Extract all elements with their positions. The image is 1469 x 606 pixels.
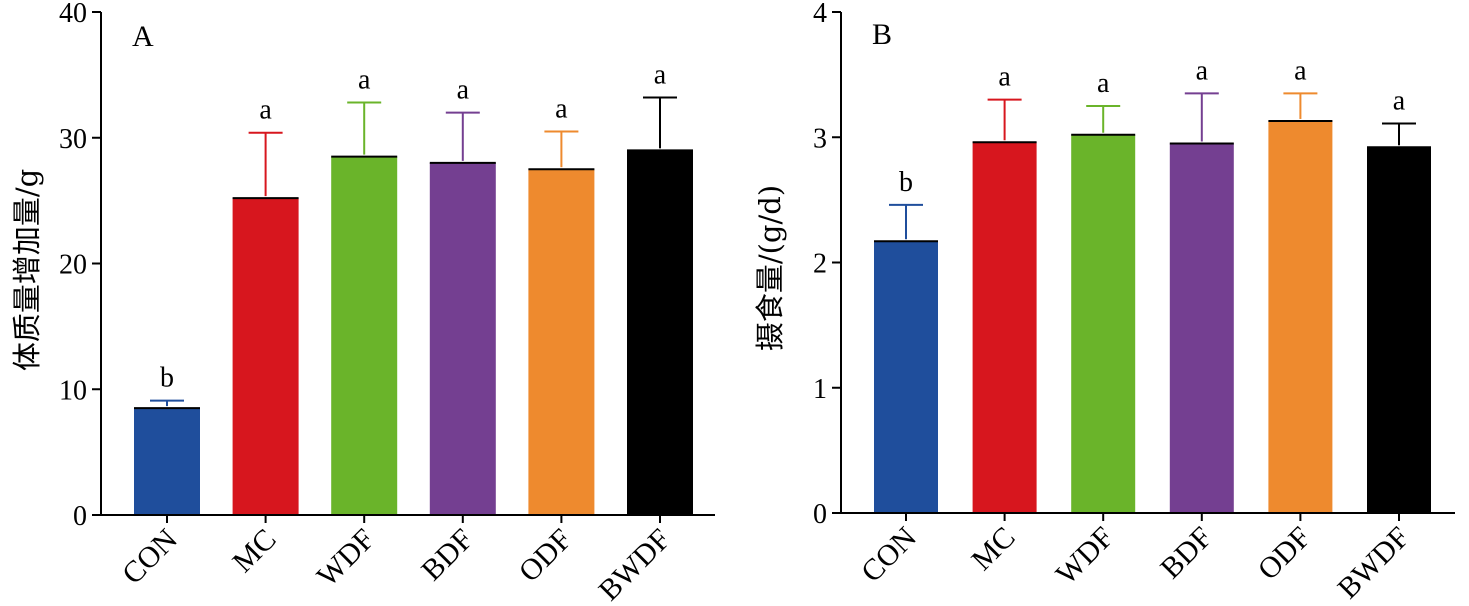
chart-panel-b: b a a a a a 0 1 2 3 4 CON MC WDF BDF ODF BWDF B 摄食量/(g…: [753, 0, 1455, 605]
bar-b-odf: [1268, 120, 1333, 513]
y-ticks-b: 0 1 2 3 4: [813, 0, 841, 530]
bar-a-bdf: [429, 162, 496, 515]
panel-label-b: B: [872, 18, 892, 51]
y-tick-label-a-1: 10: [59, 375, 87, 406]
bar-a-odf: [528, 169, 595, 515]
category-label-a-bwdf: BWDF: [592, 523, 677, 606]
bar-a-bwdf: [627, 150, 693, 515]
y-tick-label-b-2: 2: [813, 249, 827, 280]
significance-a-con: b: [160, 363, 174, 394]
bar-b-con: [874, 241, 938, 513]
category-label-a-mc: MC: [226, 523, 282, 579]
category-label-a-odf: ODF: [513, 523, 579, 589]
y-tick-label-a-0: 0: [73, 501, 87, 532]
y-ticks-a: 0 10 20 30 40: [59, 0, 101, 532]
category-label-b-bdf: BDF: [1154, 521, 1219, 586]
category-label-a-bdf: BDF: [415, 523, 480, 588]
significance-labels-a: b a a a a a: [160, 60, 667, 394]
significance-b-con: b: [899, 167, 913, 198]
bar-a-con: [134, 408, 200, 515]
y-tick-label-a-2: 20: [59, 250, 87, 281]
error-bars-b: [889, 92, 1416, 240]
y-axis-title-a: 体质量增加量/g: [10, 169, 44, 371]
significance-a-bwdf: a: [654, 60, 667, 91]
x-ticks-b: CON MC WDF BDF ODF BWDF: [855, 513, 1416, 605]
error-bars-a: [150, 96, 677, 407]
panel-label-a: A: [132, 20, 154, 53]
bar-a-mc: [232, 198, 299, 516]
category-label-b-wdf: WDF: [1050, 521, 1120, 591]
significance-a-bdf: a: [457, 75, 470, 106]
y-tick-label-a-3: 30: [59, 124, 87, 155]
category-label-b-odf: ODF: [1252, 521, 1318, 587]
category-label-b-con: CON: [855, 521, 923, 589]
bar-a-wdf: [331, 156, 398, 516]
bar-b-bdf: [1169, 143, 1234, 513]
category-label-a-con: CON: [116, 523, 184, 591]
significance-b-wdf: a: [1097, 68, 1110, 99]
y-tick-label-b-4: 4: [813, 0, 827, 29]
category-label-b-mc: MC: [965, 521, 1021, 577]
y-tick-label-b-1: 1: [813, 374, 827, 405]
category-label-a-wdf: WDF: [311, 523, 381, 593]
significance-b-bdf: a: [1196, 55, 1209, 86]
category-label-b-bwdf: BWDF: [1331, 521, 1416, 606]
bar-b-wdf: [1071, 134, 1136, 513]
y-tick-label-a-4: 40: [59, 0, 87, 29]
chart-panel-a: b a a a a a 0 10 20 30 40 CON MC WDF BDF ODF BWDF A 体质…: [10, 0, 715, 606]
significance-a-mc: a: [259, 95, 272, 126]
significance-b-mc: a: [998, 62, 1011, 93]
significance-a-wdf: a: [358, 65, 371, 96]
bars-b: [874, 119, 1431, 513]
significance-b-bwdf: a: [1393, 85, 1406, 116]
significance-a-odf: a: [555, 93, 568, 124]
y-axis-title-b: 摄食量/(g/d): [753, 185, 787, 351]
bars-a: [134, 149, 693, 516]
bar-b-mc: [972, 142, 1037, 513]
significance-b-odf: a: [1294, 55, 1307, 86]
y-tick-label-b-0: 0: [813, 499, 827, 530]
significance-labels-b: b a a a a a: [899, 55, 1406, 197]
x-ticks-a: CON MC WDF BDF ODF BWDF: [116, 515, 677, 606]
bar-b-bwdf: [1367, 147, 1431, 513]
y-tick-label-b-3: 3: [813, 123, 827, 154]
